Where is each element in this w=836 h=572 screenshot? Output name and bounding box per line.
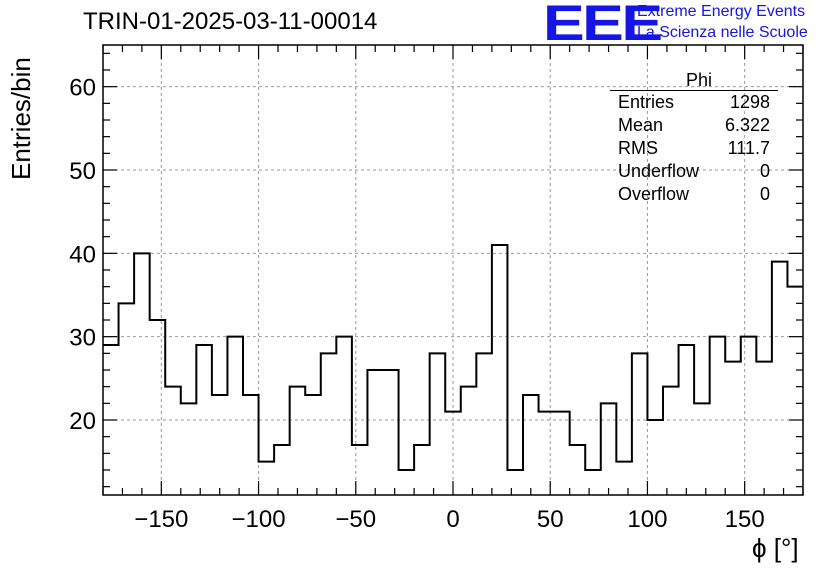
stats-row-underflow: Underflow 0: [610, 160, 778, 183]
stats-box: Phi Entries 1298 Mean 6.322 RMS 111.7 Un…: [610, 70, 778, 206]
stats-value: 111.7: [727, 138, 770, 158]
y-tick-label: 50: [69, 158, 96, 185]
logo-line-2: La Scienza nelle Scuole: [637, 24, 808, 41]
stats-label: Entries: [618, 92, 675, 112]
stats-value: 0: [759, 161, 770, 181]
y-tick-label: 20: [69, 408, 96, 435]
y-tick-label: 30: [69, 325, 96, 352]
y-tick-label: 60: [69, 75, 96, 102]
stats-label: Overflow: [618, 184, 690, 204]
axis-ticks: [102, 45, 804, 495]
y-axis-label: Entries/bin: [6, 57, 36, 180]
y-tick-labels: 20 30 40 50 60: [69, 75, 96, 435]
x-tick-label: 0: [446, 506, 459, 533]
stats-row-rms: RMS 111.7: [610, 137, 778, 160]
x-tick-label: 100: [627, 506, 667, 533]
x-tick-label: −50: [335, 506, 376, 533]
stats-row-overflow: Overflow 0: [610, 183, 778, 206]
stats-label: Mean: [618, 115, 664, 135]
stats-box-title: Phi: [610, 70, 778, 91]
stats-row-entries: Entries 1298: [610, 91, 778, 114]
stats-value: 0: [759, 184, 770, 204]
x-tick-label: −100: [232, 506, 286, 533]
histogram-series: [103, 244, 803, 471]
stats-value: 6.322: [724, 115, 770, 135]
stats-row-mean: Mean 6.322: [610, 114, 778, 137]
stats-value: 1298: [729, 92, 770, 112]
y-tick-label: 40: [69, 241, 96, 268]
eee-logo-mark: EEE: [543, 0, 663, 51]
chart-title: TRIN-01-2025-03-11-00014: [83, 8, 378, 35]
x-tick-label: −150: [134, 506, 188, 533]
stats-label: Underflow: [618, 161, 700, 181]
x-axis-label: ϕ [°]: [752, 533, 799, 563]
x-tick-labels: −150 −100 −50 0 50 100 150: [134, 506, 764, 533]
stats-label: RMS: [618, 138, 658, 158]
x-tick-label: 50: [537, 506, 564, 533]
logo-line-1: Extreme Energy Events: [637, 3, 806, 20]
grid-lines: [103, 45, 803, 495]
x-tick-label: 150: [725, 506, 765, 533]
